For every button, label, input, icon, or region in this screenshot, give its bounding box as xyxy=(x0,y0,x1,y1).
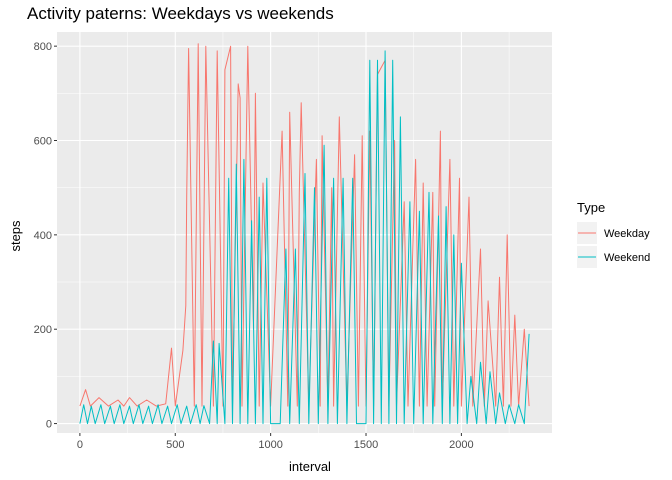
x-tick-label: 1000 xyxy=(258,439,282,451)
legend-label-weekend: Weekend xyxy=(604,252,650,264)
legend-title: Type xyxy=(577,200,605,215)
x-axis-title: interval xyxy=(289,459,331,474)
legend: Type Weekday Weekend xyxy=(577,200,650,268)
chart-title: Activity paterns: Weekdays vs weekends xyxy=(27,4,334,23)
grid-lines xyxy=(57,32,552,433)
series-line-weekday xyxy=(79,43,530,407)
x-axis: 0 500 1000 1500 2000 xyxy=(77,433,474,451)
x-tick-label: 0 xyxy=(77,439,83,451)
series-line-weekend xyxy=(79,50,530,425)
y-tick-label: 800 xyxy=(34,41,52,53)
series-group xyxy=(79,43,530,425)
y-axis: 0 200 400 600 800 xyxy=(34,41,57,431)
x-tick-label: 1500 xyxy=(354,439,378,451)
y-tick-label: 400 xyxy=(34,230,52,242)
y-tick-label: 600 xyxy=(34,136,52,148)
y-axis-title: steps xyxy=(8,220,23,252)
x-tick-label: 500 xyxy=(166,439,184,451)
x-tick-label: 2000 xyxy=(449,439,473,451)
y-tick-label: 0 xyxy=(46,419,52,431)
y-tick-label: 200 xyxy=(34,324,52,336)
legend-label-weekday: Weekday xyxy=(604,228,650,240)
